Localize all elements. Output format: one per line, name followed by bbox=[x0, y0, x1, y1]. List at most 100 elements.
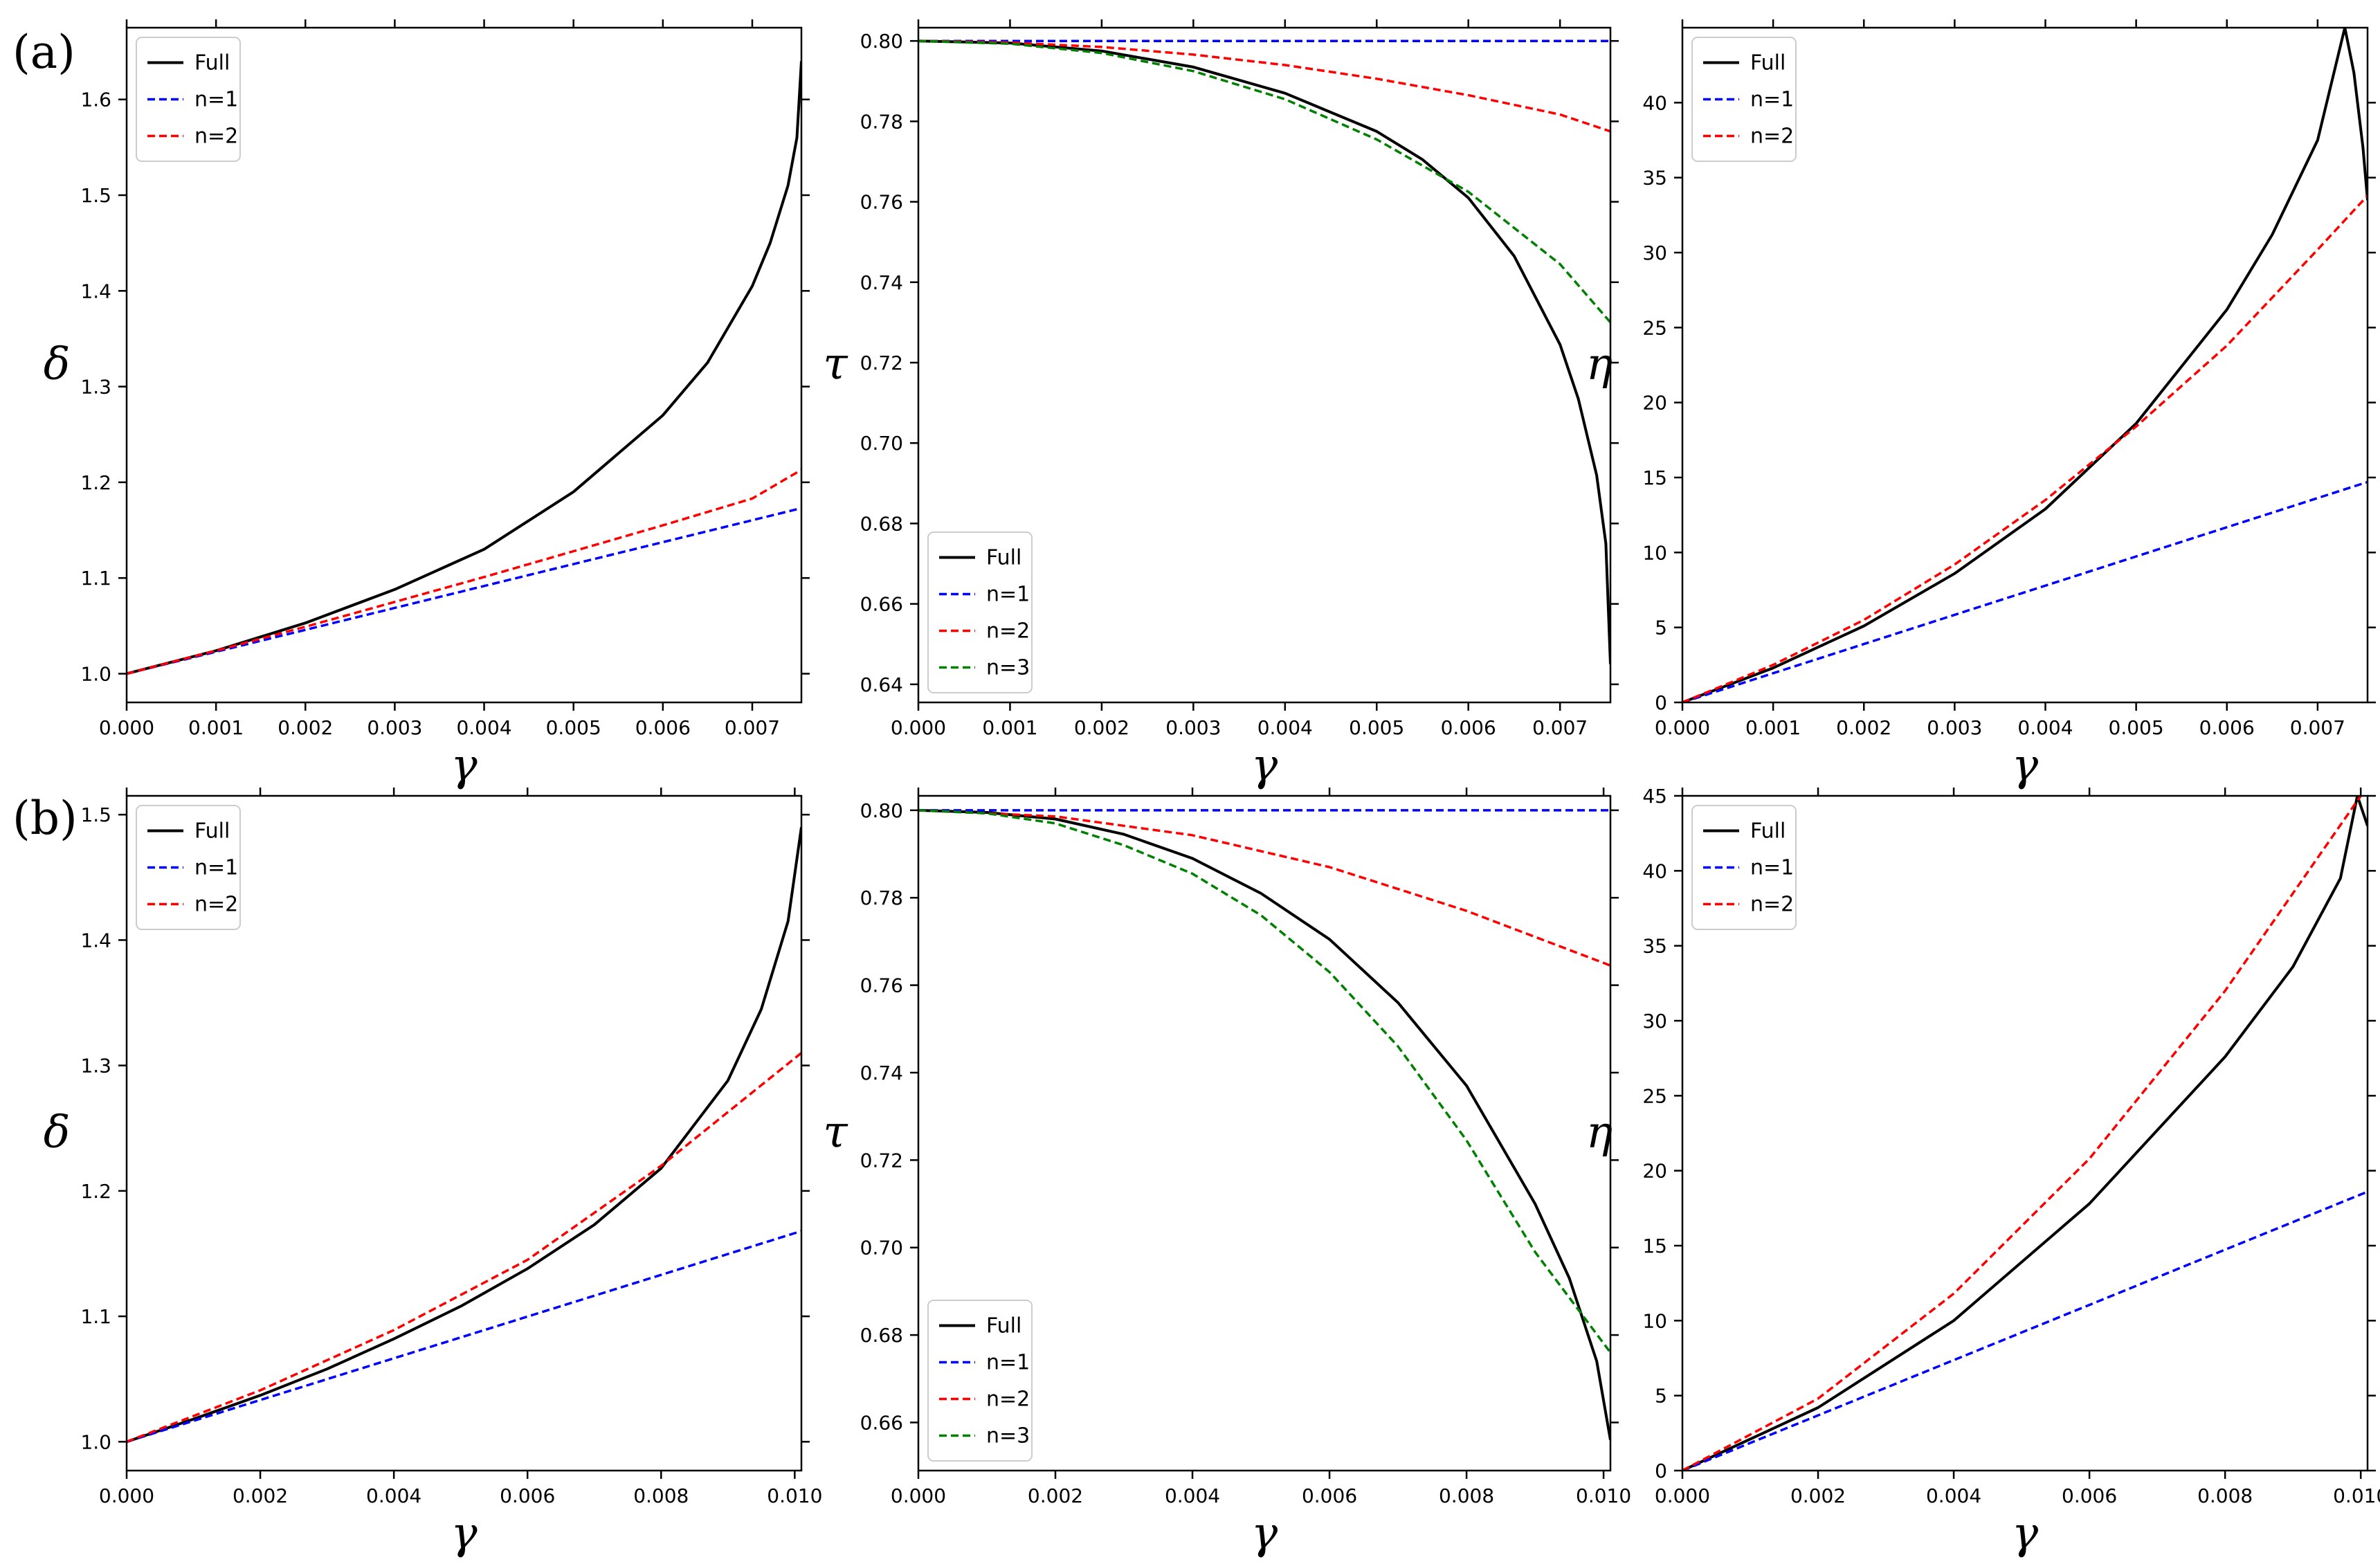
y-tick-label: 0.66 bbox=[860, 593, 903, 616]
x-tick-label: 0.004 bbox=[1165, 1484, 1220, 1507]
legend-label: n=1 bbox=[986, 583, 1030, 607]
series-line-n2 bbox=[1682, 194, 2368, 702]
chart-panel-b-eta: 0.000 0.002 0.004 0.006 0.008 0.010 0 5 10 15 20 25… bbox=[1586, 785, 2380, 1559]
legend-box bbox=[136, 37, 241, 162]
x-tick-label: 0.006 bbox=[635, 716, 691, 739]
x-tick-label: 0.004 bbox=[1926, 1484, 1981, 1507]
x-tick-label: 0.005 bbox=[546, 716, 601, 739]
y-axis-label: δ bbox=[44, 1107, 71, 1158]
y-tick-label: 30 bbox=[1642, 1010, 1667, 1033]
series-line-n1 bbox=[127, 507, 801, 675]
plot-frame bbox=[1681, 26, 2369, 704]
x-tick-label: 0.007 bbox=[1532, 716, 1588, 739]
x-tick-label: 0.008 bbox=[1439, 1484, 1494, 1507]
series-line-Full bbox=[918, 808, 1610, 1441]
y-tick-label: 0.68 bbox=[860, 1324, 903, 1347]
x-tick-label: 0.000 bbox=[99, 1484, 154, 1507]
x-tick-label: 0.000 bbox=[99, 716, 154, 739]
y-tick-label: 20 bbox=[1642, 1160, 1667, 1183]
legend-label: n=1 bbox=[1750, 856, 1794, 880]
legend-label: n=2 bbox=[986, 619, 1030, 644]
y-tick-label: 1.3 bbox=[80, 1055, 111, 1077]
series-line-Full bbox=[1682, 796, 2368, 1471]
legend-label: n=1 bbox=[194, 856, 238, 880]
chart-panel-b-delta: 0.000 0.002 0.004 0.006 0.008 0.010 1.0 1.1 1.2 1… bbox=[44, 788, 822, 1559]
x-tick-label: 0.008 bbox=[2197, 1484, 2253, 1507]
y-tick-label: 1.2 bbox=[80, 471, 111, 494]
y-tick-label: 25 bbox=[1642, 1084, 1667, 1107]
y-tick-label: 35 bbox=[1642, 167, 1667, 190]
x-tick-label: 0.004 bbox=[456, 716, 511, 739]
y-tick-label: 0.76 bbox=[860, 974, 903, 997]
x-axis-label: γ bbox=[2012, 740, 2039, 791]
y-axis-label: η bbox=[1586, 339, 1613, 390]
x-tick-label: 0.004 bbox=[1257, 716, 1313, 739]
legend: Full n=1 n=2 bbox=[136, 805, 241, 930]
x-tick-label: 0.001 bbox=[982, 716, 1037, 739]
x-tick-label: 0.006 bbox=[500, 1484, 555, 1507]
series-group bbox=[1682, 28, 2368, 702]
row-label-b: (b) bbox=[12, 792, 78, 845]
y-tick-label: 1.0 bbox=[80, 1430, 111, 1453]
y-tick-label: 25 bbox=[1642, 316, 1667, 339]
y-tick-label: 1.4 bbox=[80, 929, 111, 952]
y-axis-label: τ bbox=[823, 339, 848, 390]
x-tick-label: 0.006 bbox=[2199, 716, 2255, 739]
legend: Full n=1 n=2 bbox=[136, 37, 241, 162]
chart-panel-a-eta: 0.000 0.001 0.002 0.003 0.004 0.005 0.006 0.007… bbox=[1586, 19, 2376, 791]
y-tick-label: 5 bbox=[1655, 1385, 1667, 1408]
y-tick-label: 1.5 bbox=[80, 803, 111, 826]
y-axis-label: δ bbox=[44, 339, 71, 390]
y-tick-label: 0.76 bbox=[860, 191, 903, 214]
x-axis-label: γ bbox=[2012, 1508, 2039, 1559]
y-tick-label: 0.78 bbox=[860, 110, 903, 133]
panels-group: 0.000 0.001 0.002 0.003 0.004 0.005 0.006 0.007… bbox=[44, 19, 2380, 1559]
x-tick-label: 0.000 bbox=[1655, 1484, 1710, 1507]
x-tick-label: 0.001 bbox=[1745, 716, 1801, 739]
series-line-Full bbox=[127, 61, 801, 675]
x-tick-label: 0.010 bbox=[2333, 1484, 2380, 1507]
series-group bbox=[127, 827, 801, 1444]
y-axis-label: τ bbox=[823, 1107, 848, 1158]
series-line-n2 bbox=[918, 809, 1610, 967]
chart-panel-a-tau: 0.000 0.001 0.002 0.003 0.004 0.005 0.006 0.007… bbox=[823, 19, 1619, 791]
series-group bbox=[1682, 796, 2368, 1471]
legend: Full n=1 n=2 n=3 bbox=[927, 531, 1033, 693]
y-tick-label: 0.70 bbox=[860, 1237, 903, 1260]
y-tick-label: 1.3 bbox=[80, 376, 111, 399]
y-tick-label: 30 bbox=[1642, 242, 1667, 264]
series-line-n2 bbox=[127, 1052, 801, 1443]
series-line-n1 bbox=[1682, 480, 2368, 702]
legend-label: Full bbox=[1750, 51, 1786, 75]
legend-box bbox=[1691, 37, 1797, 162]
y-tick-label: 40 bbox=[1642, 91, 1667, 114]
x-tick-label: 0.006 bbox=[1302, 1484, 1357, 1507]
legend-label: n=1 bbox=[1750, 88, 1794, 112]
y-tick-label: 1.4 bbox=[80, 280, 111, 302]
x-tick-label: 0.005 bbox=[2109, 716, 2164, 739]
chart-panel-a-delta: 0.000 0.001 0.002 0.003 0.004 0.005 0.006 0.007… bbox=[44, 19, 810, 791]
legend-label: Full bbox=[1750, 819, 1786, 844]
legend-label: Full bbox=[194, 819, 230, 844]
y-tick-label: 1.0 bbox=[80, 663, 111, 686]
x-tick-label: 0.010 bbox=[767, 1484, 822, 1507]
series-line-Full bbox=[918, 39, 1610, 664]
y-tick-label: 0 bbox=[1655, 1460, 1667, 1482]
legend-label: n=2 bbox=[1750, 125, 1794, 149]
x-tick-label: 0.010 bbox=[1576, 1484, 1631, 1507]
y-tick-label: 1.1 bbox=[80, 1305, 111, 1328]
y-tick-label: 0.74 bbox=[860, 1062, 903, 1084]
y-tick-label: 0.68 bbox=[860, 512, 903, 535]
x-tick-label: 0.008 bbox=[633, 1484, 689, 1507]
y-tick-label: 0.72 bbox=[860, 1149, 903, 1172]
y-tick-label: 0.80 bbox=[860, 30, 903, 53]
x-tick-label: 0.002 bbox=[1836, 716, 1891, 739]
series-group bbox=[918, 808, 1610, 1441]
chart-panel-b-tau: 0.000 0.002 0.004 0.006 0.008 0.010 0.66 0.68 0.… bbox=[823, 788, 1631, 1559]
y-tick-label: 0.74 bbox=[860, 271, 903, 294]
series-line-n1 bbox=[127, 1230, 801, 1443]
y-tick-label: 35 bbox=[1642, 935, 1667, 958]
y-tick-label: 0.64 bbox=[860, 673, 903, 696]
legend-box bbox=[927, 531, 1033, 693]
